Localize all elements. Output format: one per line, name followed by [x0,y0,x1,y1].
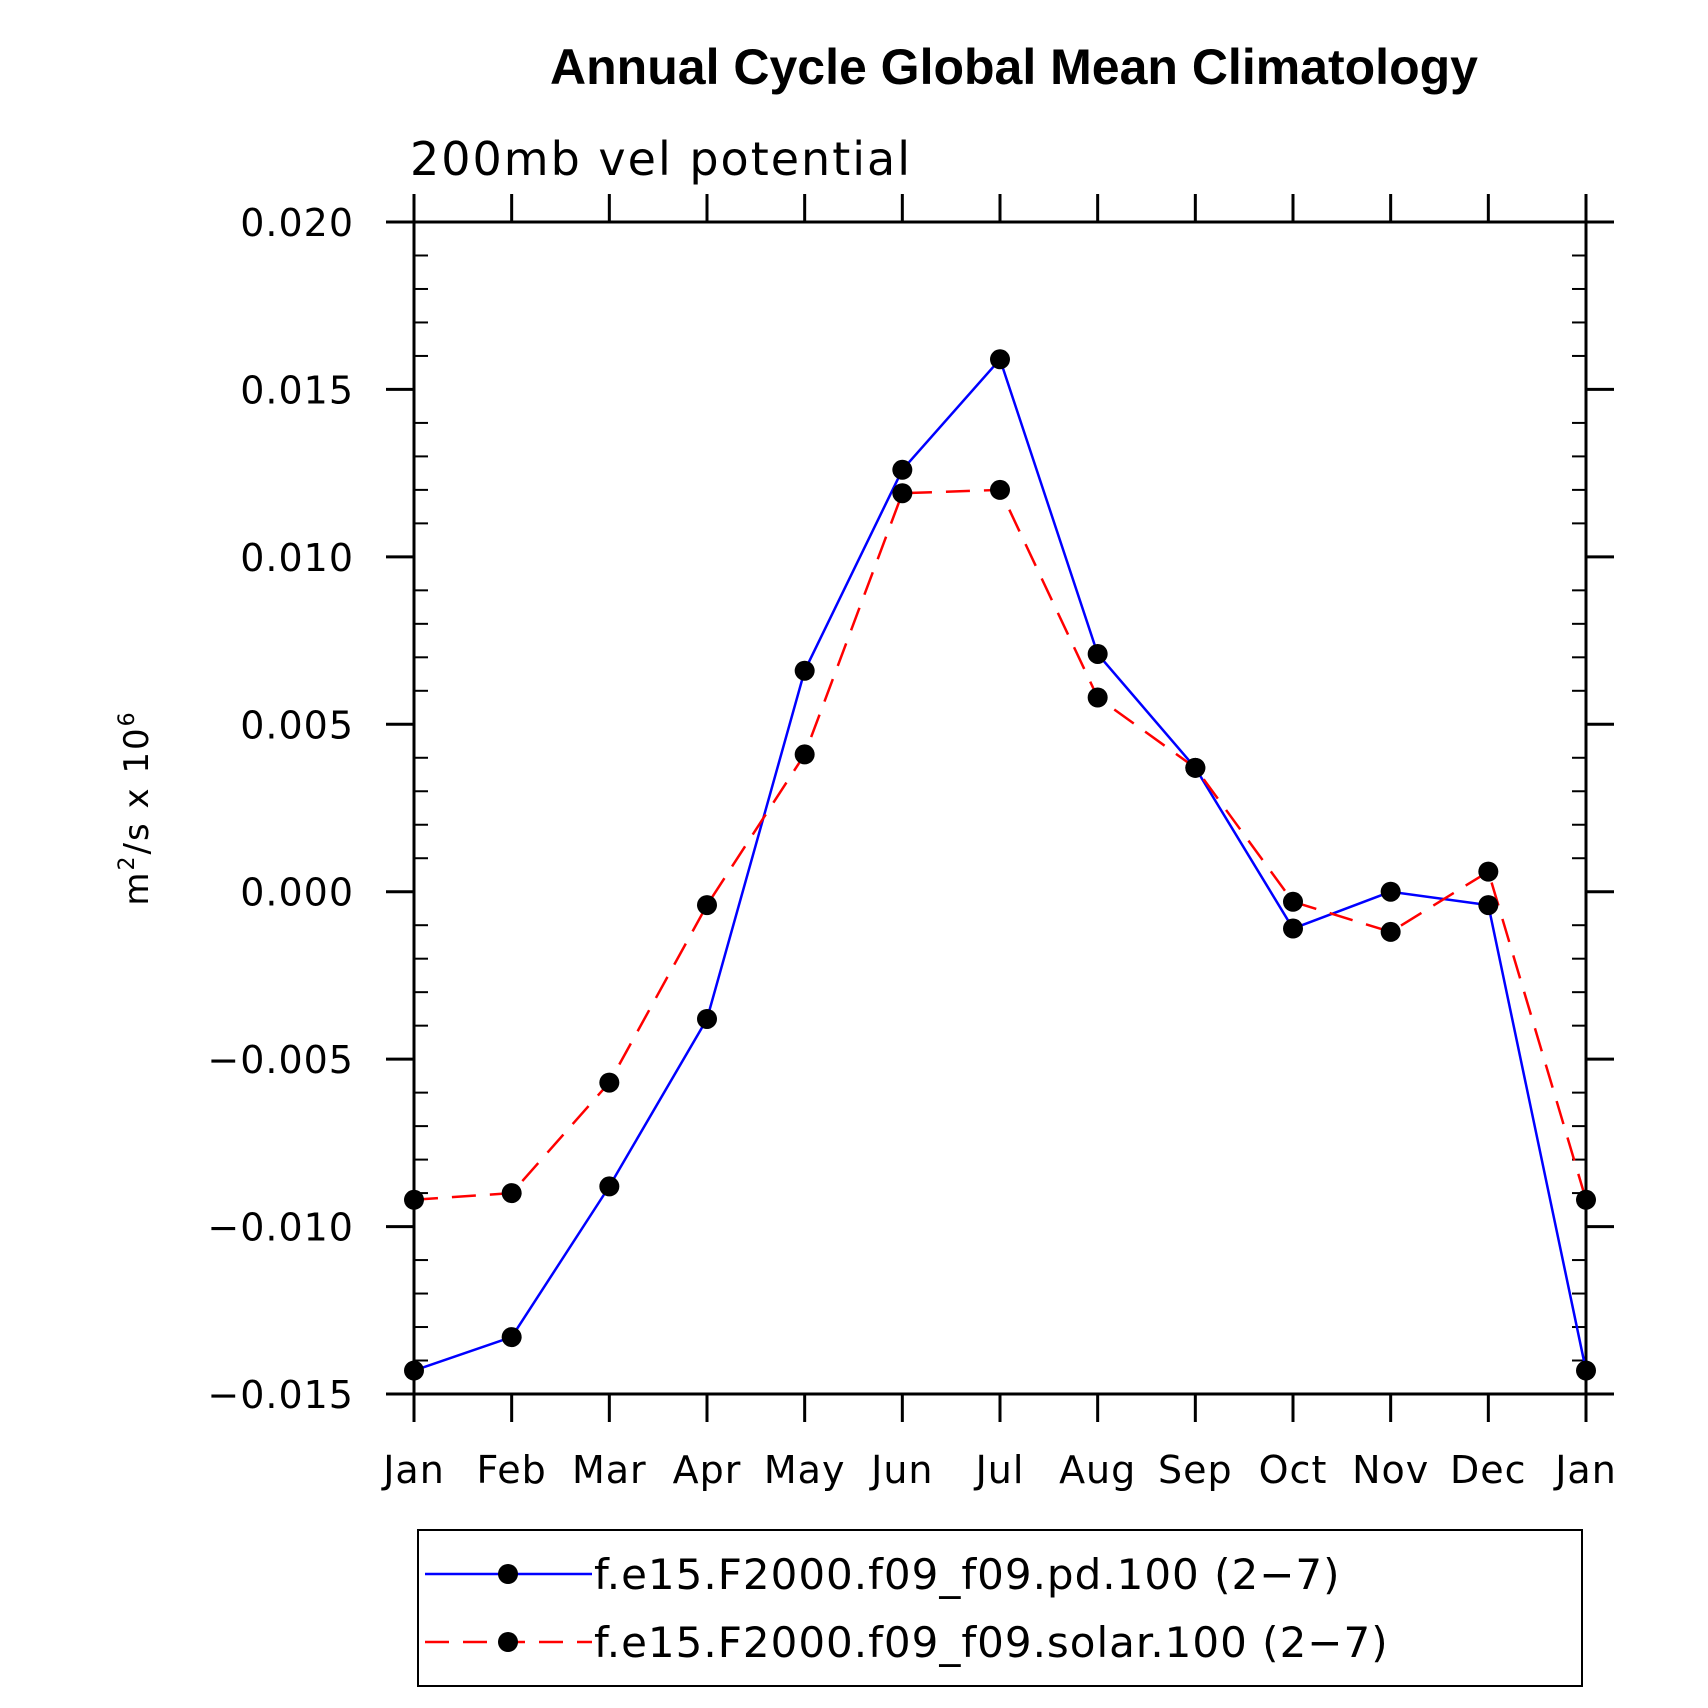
x-tick-label: Feb [477,1448,547,1492]
legend-box [417,1529,1583,1687]
series-1-point [501,1327,522,1348]
y-tick-label: 0.015 [240,368,354,412]
series-2-point [1087,687,1108,708]
series-2-point [404,1189,424,1210]
x-tick-label: Aug [1059,1448,1136,1492]
series-1-point [599,1176,620,1197]
series-1-point [1087,643,1108,664]
series-markers [404,349,1596,1381]
series-2-point [1478,861,1499,882]
chart-subtitle: 200mb vel potential [410,132,912,186]
y-tick-label: −0.015 [207,1373,354,1417]
series-1-point [794,660,815,681]
series-1-point [892,459,913,480]
series-1-point [1576,1360,1596,1381]
x-tick-label: Jul [974,1448,1025,1492]
legend-marker-2 [498,1632,518,1652]
legend-marker-1 [498,1564,518,1584]
y-tick-label: −0.010 [207,1206,354,1250]
legend: f.e15.F2000.f09_f09.pd.100 (2−7) f.e15.F2… [425,1550,1389,1667]
y-axis-label-base: m [117,871,157,906]
x-tick-label: May [764,1448,846,1492]
series-2-point [697,895,717,916]
series-1-point [1478,895,1499,916]
x-tick-label: Sep [1158,1448,1233,1492]
series-2-point [990,479,1010,500]
series-1-point [404,1360,424,1381]
series-line-1 [413,356,1588,1372]
x-tick-label: Mar [572,1448,647,1492]
x-tick-label: Dec [1450,1448,1527,1492]
x-tick-label: Jun [869,1448,933,1492]
y-tick-label: −0.005 [207,1038,354,1082]
y-tick-label: 0.005 [240,703,354,747]
x-tick-label: Jan [381,1448,445,1492]
series-1-point [1380,881,1401,902]
y-tick-label: 0.000 [240,871,354,915]
series-1-point [990,349,1010,370]
series-2-point [1185,757,1206,778]
legend-label-2: f.e15.F2000.f09_f09.solar.100 (2−7) [594,1618,1389,1667]
series-2-point [599,1072,620,1093]
series-2-point [1283,891,1303,912]
x-tick-label: Nov [1352,1448,1429,1492]
y-axis-label-sup2: 6 [115,710,140,726]
series-2-point [1576,1189,1596,1210]
y-axis-label-mid: /s x 10 [117,726,157,854]
series-1-point [1283,918,1303,939]
axes: Jan Feb Mar Apr May Jun Jul Aug Sep Oct Nov Dec Jan−… [207,194,1616,1492]
series-2-point [1380,921,1401,942]
series-line-2 [413,488,1588,1202]
y-axis-label: m2/s x 106 [115,710,157,905]
chart-title: Annual Cycle Global Mean Climatology [550,39,1478,95]
legend-label-1: f.e15.F2000.f09_f09.pd.100 (2−7) [594,1550,1341,1599]
x-tick-label: Oct [1259,1448,1328,1492]
series-2-point [892,483,913,504]
x-tick-label: Jan [1553,1448,1617,1492]
series-lines [413,356,1588,1372]
y-axis-label-sup1: 2 [115,855,140,871]
y-tick-label: 0.010 [240,536,354,580]
series-1-point [697,1008,717,1029]
y-tick-label: 0.020 [240,201,354,245]
series-2-point [794,744,815,765]
x-tick-label: Apr [673,1448,742,1492]
series-2-point [501,1183,522,1204]
